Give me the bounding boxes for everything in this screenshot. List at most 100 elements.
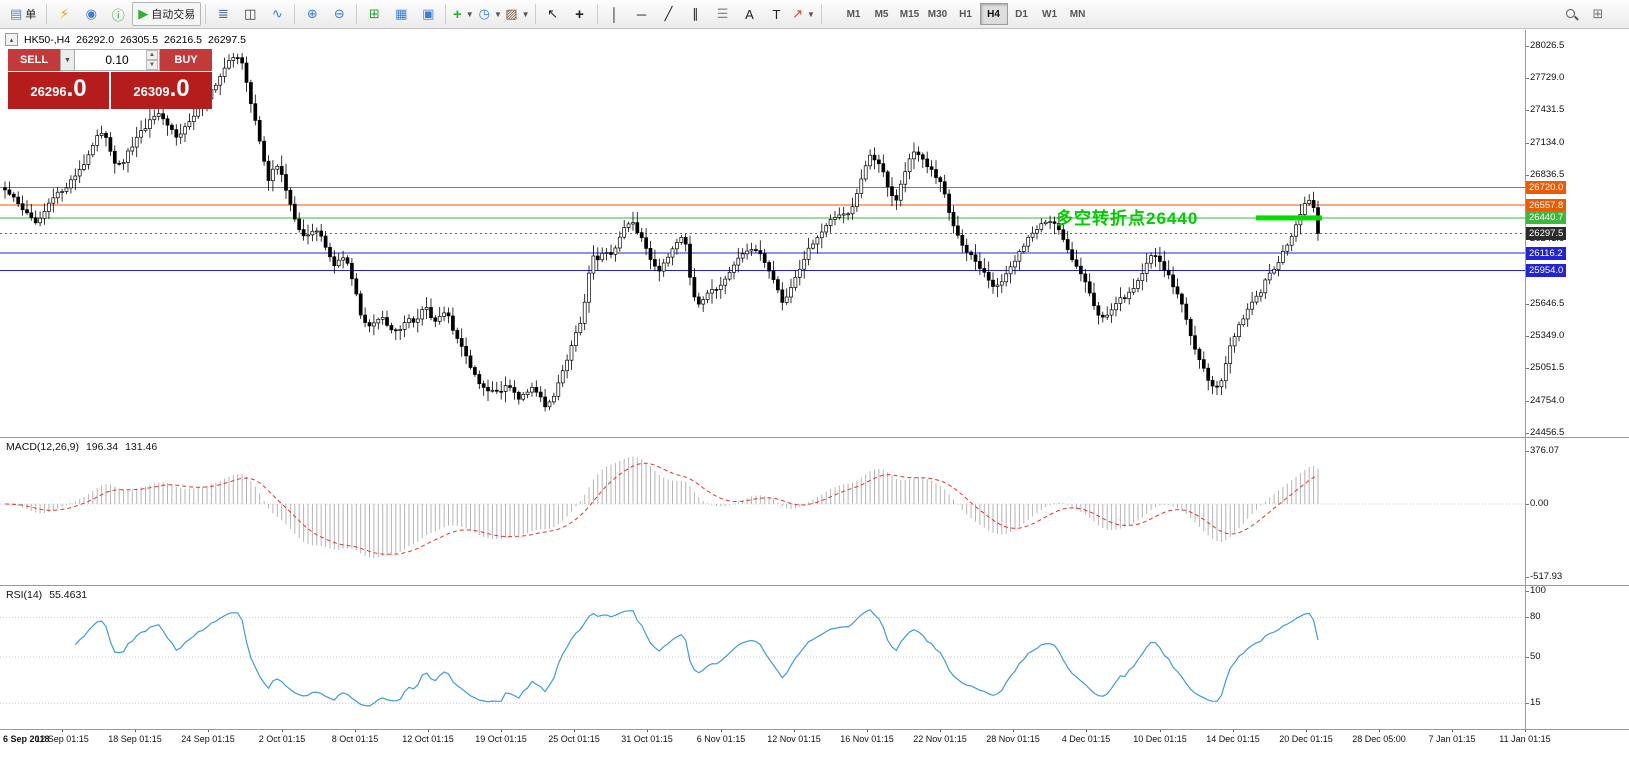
candlestick-chart-icon[interactable]: ◫ (244, 6, 257, 21)
time-axis-tick (940, 729, 941, 732)
fibonacci-button[interactable]: ☰ (716, 6, 729, 21)
time-axis-tick (428, 729, 429, 732)
macd-indicator-panel[interactable] (0, 437, 1525, 585)
timeframe-h1-button[interactable]: H1 (959, 8, 972, 20)
periods-button[interactable]: ◷ ▼ (478, 6, 502, 21)
sell-price-big: .0 (66, 75, 87, 102)
zoom-out-icon[interactable]: ⊖ (333, 6, 345, 21)
label-button[interactable]: T (772, 6, 781, 22)
one-click-trading-toggle-icon[interactable]: ▴ (5, 33, 18, 46)
bar-chart-icon[interactable]: ≣ (217, 6, 229, 21)
time-axis-tick (501, 729, 502, 732)
new-order-button[interactable]: ▤ 单 (10, 6, 37, 21)
volume-stepper: ▲ ▼ (146, 50, 158, 70)
buy-price-display[interactable]: 26309.0 (111, 72, 212, 109)
search-button[interactable] (1558, 2, 1584, 26)
templates-button[interactable]: ▨ ▼ (505, 6, 530, 21)
timeframe-m1-button[interactable]: M1 (846, 8, 861, 20)
timeframe-m5-button[interactable]: M5 (874, 8, 889, 20)
axis-tick (1525, 304, 1529, 305)
price-axis-label: 25349.0 (1530, 330, 1565, 341)
rsi-indicator-panel[interactable] (0, 585, 1525, 729)
timeframe-w1-button[interactable]: W1 (1042, 8, 1058, 20)
price-axis[interactable]: 28026.527729.027431.527134.026836.526539… (1525, 30, 1629, 729)
shapes-button[interactable]: ↗ ▼ (792, 6, 815, 21)
cascade-windows-icon[interactable]: ▣ (422, 6, 435, 21)
time-axis-label: 12 Oct 01:15 (402, 734, 454, 744)
toolbar-separator (294, 4, 296, 24)
tile-windows-icon[interactable]: ▦ (395, 6, 408, 21)
ohlc-close: 26297.5 (208, 33, 246, 46)
pivot-line-green-tag: 26440.7 (1526, 211, 1567, 224)
text-button[interactable]: A (745, 6, 754, 22)
time-axis-label: 28 Nov 01:15 (986, 734, 1040, 744)
price-axis-label: 27729.0 (1530, 72, 1565, 83)
rsi-header: RSI(14) 55.4631 (6, 589, 87, 601)
toolbar-separator (534, 4, 536, 24)
volume-value: 0.10 (105, 53, 129, 67)
time-axis-label: 12 Sep 01:15 (35, 734, 89, 744)
line-chart-icon[interactable]: ∿ (271, 6, 283, 21)
panel-divider[interactable] (0, 585, 1629, 586)
ohlc-low: 26216.5 (164, 33, 203, 46)
time-axis-tick (1160, 729, 1161, 732)
volume-input[interactable]: 0.10 ▲ ▼ (75, 49, 160, 71)
sell-button[interactable]: SELL (8, 49, 60, 71)
macd-title: MACD(12,26,9) (6, 441, 79, 453)
time-axis-tick (1086, 729, 1087, 732)
volume-up-button[interactable]: ▲ (146, 50, 158, 60)
panel-divider[interactable] (0, 437, 1629, 438)
timeframe-mn-button[interactable]: MN (1069, 8, 1086, 20)
sell-price-display[interactable]: 26296.0 (8, 72, 109, 109)
main-price-chart[interactable] (0, 30, 1525, 437)
time-axis[interactable]: 6 Sep 2018 12 Sep 01:15 18 Sep 01:15 24 Sep… (0, 729, 1629, 749)
search-icon (1565, 8, 1578, 21)
axis-tick (1525, 46, 1529, 47)
chart-windows-button[interactable]: ⊞ (1592, 6, 1604, 21)
cursor-button[interactable]: ↖ (547, 6, 558, 21)
axis-tick (1525, 401, 1529, 402)
chart-annotation-text[interactable]: 多空转折点26440 (1056, 209, 1199, 228)
price-axis-label: 27431.5 (1530, 104, 1565, 115)
order-options-caret-icon[interactable]: ▼ (60, 49, 75, 71)
timeframe-m15-button[interactable]: M15 (899, 8, 920, 20)
vertical-line-button[interactable]: │ (610, 6, 619, 22)
axis-tick (1525, 143, 1529, 144)
axis-tick (1525, 78, 1529, 79)
horizontal-line-button[interactable]: ─ (636, 6, 647, 22)
channel-button[interactable]: ∥ (692, 6, 699, 21)
indicators-button[interactable]: + ▼ (452, 5, 474, 23)
zoom-in-icon[interactable]: ⊕ (306, 6, 318, 21)
time-axis-tick (1233, 729, 1234, 732)
price-axis-label: 27134.0 (1530, 137, 1565, 148)
sell-price-main: 26296 (30, 84, 67, 99)
crosshair-button[interactable]: + (575, 5, 584, 23)
buy-button[interactable]: BUY (160, 49, 212, 71)
chart-symbol-timeframe: HK50-,H4 (24, 33, 71, 46)
toolbar: ▤ 单 ⚡ ◉ ⓘ ▶ 自动交易 ≣ ◫ ∿ ⊕ ⊖ ⊞ ▦ ▣ + ▼ ◷ ▼ ▨ ▼ ↖ + │ ─ ╱ ∥ ☰ A T ↗ ▼ M1 M5 M… (0, 0, 1629, 29)
buy-price-main: 26309 (133, 84, 170, 99)
volume-down-button[interactable]: ▼ (146, 60, 158, 70)
timeframe-m30-button[interactable]: M30 (927, 8, 948, 20)
market-watch-icon[interactable]: ◉ (85, 6, 97, 21)
rsi-axis-label: 50 (1530, 651, 1541, 662)
one-click-trading-panel: SELL ▼ 0.10 ▲ ▼ BUY 26296.0 26309.0 (8, 49, 212, 109)
price-axis-label: 25051.5 (1530, 362, 1565, 373)
panel-divider[interactable] (0, 729, 1629, 730)
grid-icon[interactable]: ⊞ (368, 6, 380, 21)
axis-tick (1525, 451, 1529, 452)
ohlc-open: 26292.0 (76, 33, 115, 46)
timeframe-d1-button[interactable]: D1 (1015, 8, 1028, 20)
ohlc-high: 26305.5 (120, 33, 159, 46)
time-axis-label: 7 Jan 01:15 (1428, 734, 1476, 744)
data-window-icon[interactable]: ⓘ (111, 7, 125, 23)
macd-header: MACD(12,26,9) 196.34 131.46 (6, 441, 157, 453)
price-axis-border[interactable] (1525, 30, 1526, 729)
trendline-button[interactable]: ╱ (664, 6, 673, 21)
timeframe-h4-button[interactable]: H4 (979, 3, 1008, 25)
axis-tick (1525, 368, 1529, 369)
autotrading-button[interactable]: ▶ 自动交易 (132, 2, 202, 26)
metaeditor-icon[interactable]: ⚡ (59, 6, 69, 21)
time-axis-label: 6 Nov 01:15 (696, 734, 746, 744)
time-axis-tick (647, 729, 648, 732)
